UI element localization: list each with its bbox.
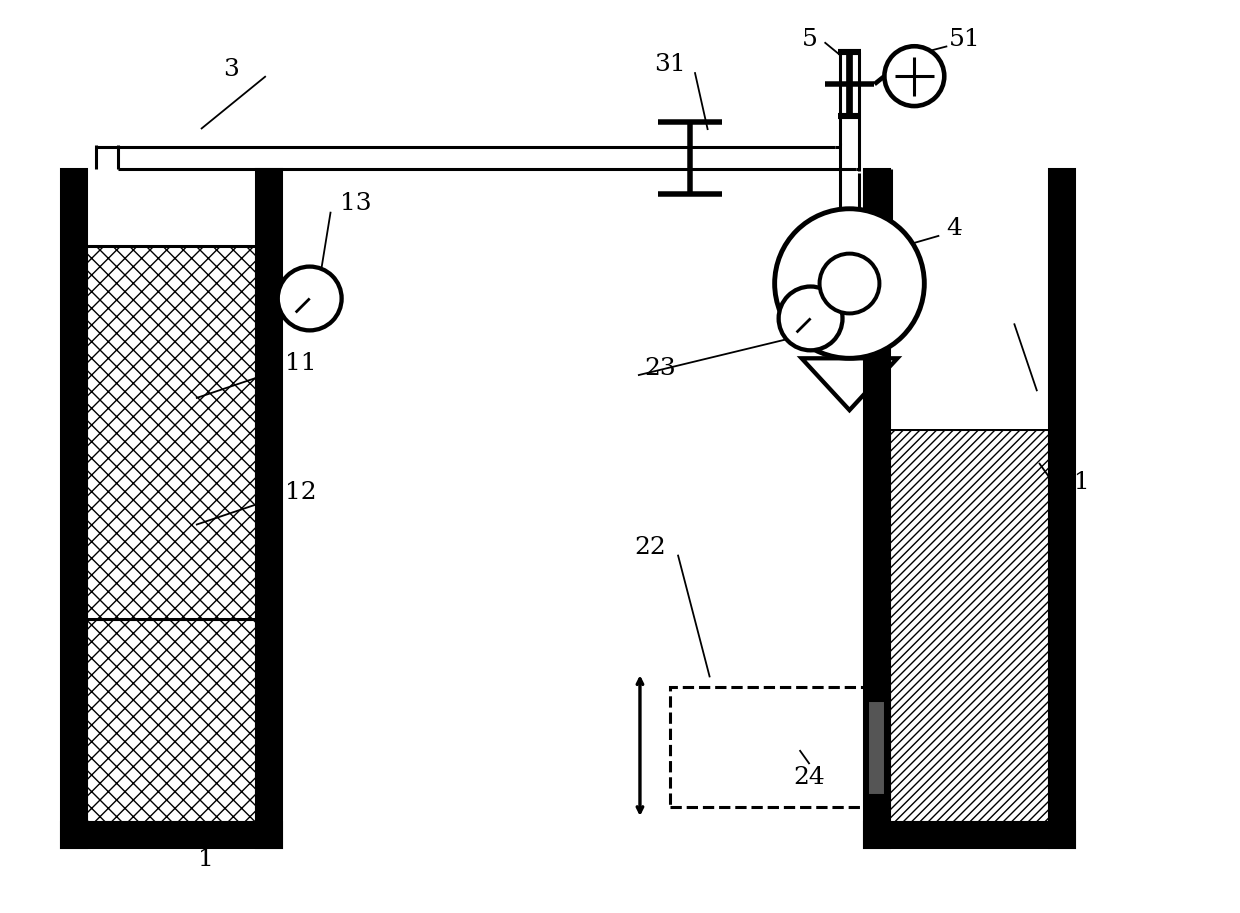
Text: 4: 4 [946,217,962,240]
Text: 21: 21 [1058,471,1090,495]
Text: 12: 12 [285,481,316,504]
Text: 31: 31 [653,53,686,76]
Bar [864,169,889,847]
Bar [864,822,1074,847]
Text: 5: 5 [801,27,817,51]
Bar [670,687,889,807]
Text: 2: 2 [1047,372,1061,394]
Text: 23: 23 [644,357,676,380]
Bar [1049,169,1074,847]
Text: 51: 51 [949,27,980,51]
Circle shape [278,267,342,331]
Bar [889,169,1049,822]
Circle shape [884,47,945,106]
Text: 11: 11 [285,352,316,374]
Bar [61,169,87,847]
Bar [87,246,255,618]
Circle shape [775,209,924,358]
Text: 3: 3 [223,58,239,80]
Bar [868,700,885,795]
Circle shape [820,254,879,313]
Text: 13: 13 [340,193,372,215]
Bar [87,618,255,822]
Text: 24: 24 [794,765,826,789]
Bar [87,169,255,822]
Text: 22: 22 [634,536,666,560]
Bar [255,169,280,847]
Bar [889,429,1049,822]
Bar [889,169,1049,429]
Bar [61,822,280,847]
Text: 1: 1 [198,848,213,871]
Circle shape [779,287,842,351]
